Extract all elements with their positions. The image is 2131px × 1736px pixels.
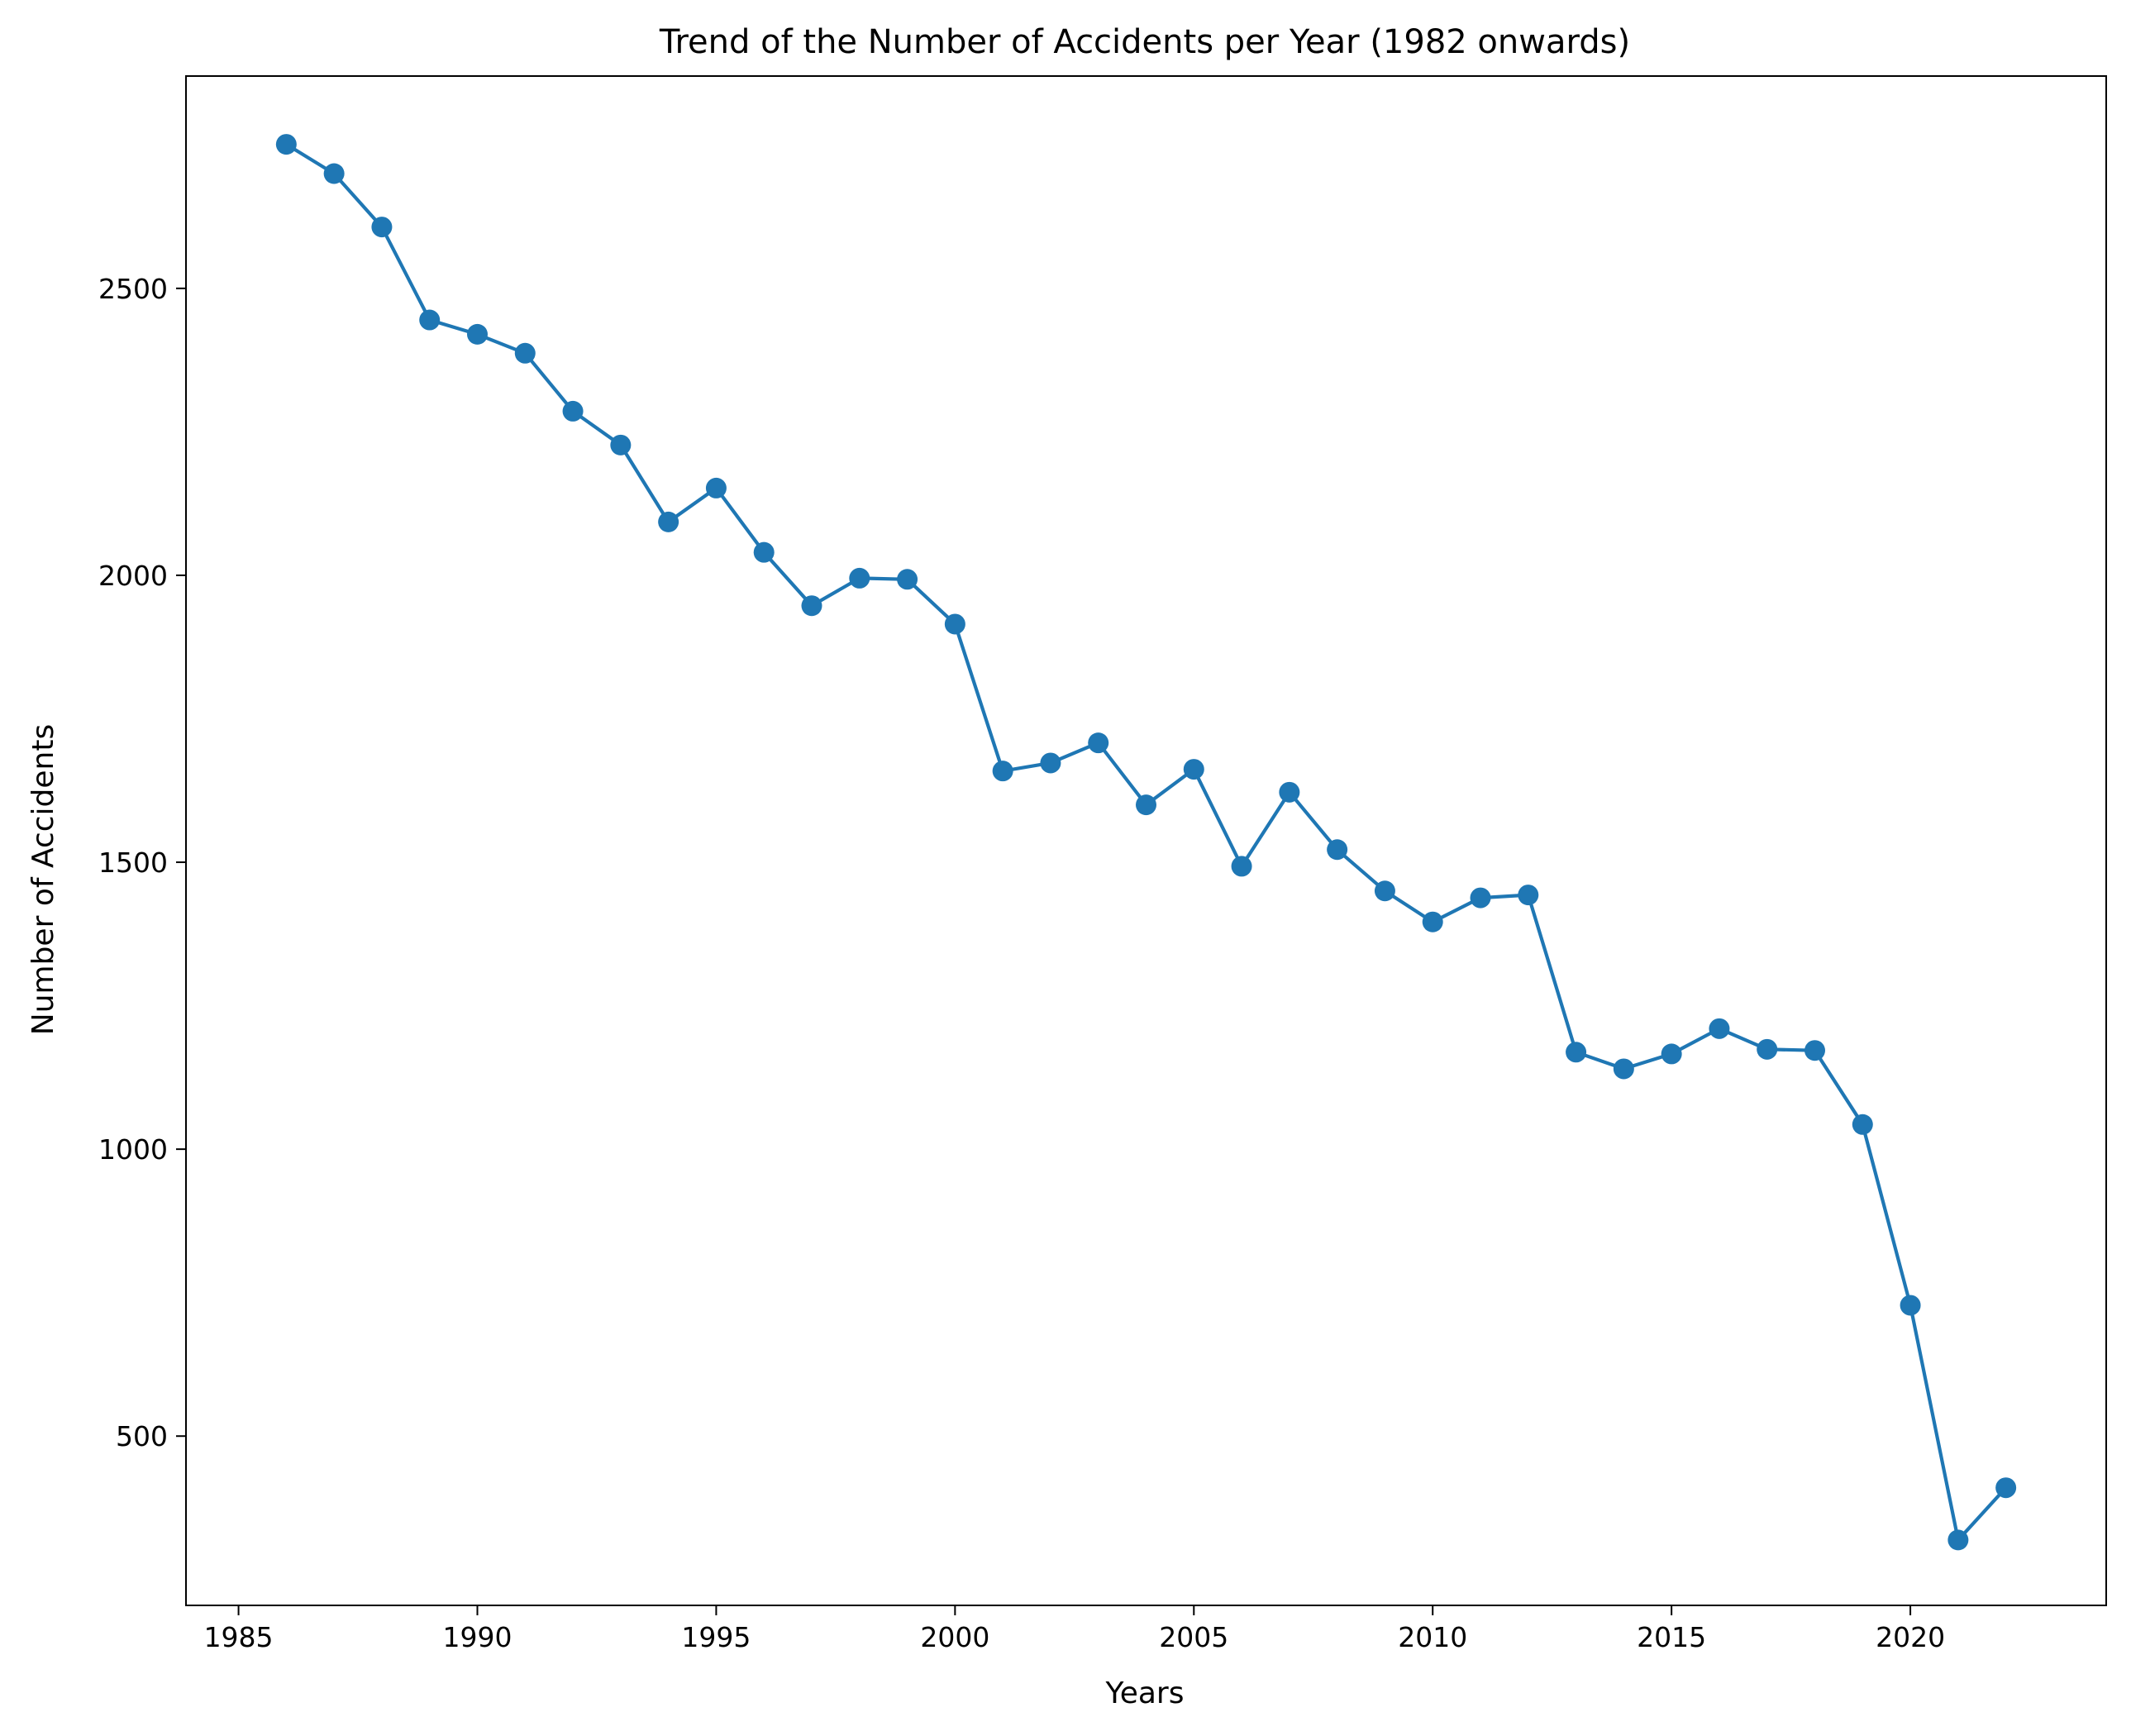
- data-point: [992, 761, 1013, 782]
- data-point: [1995, 1477, 2017, 1499]
- data-point: [275, 134, 297, 155]
- x-tick-label: 1990: [443, 1621, 512, 1653]
- data-point: [1183, 759, 1204, 780]
- x-tick-label: 2010: [1398, 1621, 1467, 1653]
- data-point: [1422, 911, 1443, 932]
- data-point: [1613, 1058, 1634, 1080]
- y-tick-label: 2500: [98, 273, 168, 305]
- data-point: [801, 595, 822, 617]
- data-point: [1136, 794, 1156, 816]
- data-point: [1900, 1295, 1921, 1316]
- x-tick-label: 2020: [1876, 1621, 1945, 1653]
- plot-frame: [185, 75, 2107, 1606]
- data-point: [753, 541, 775, 563]
- data-point: [1947, 1529, 1969, 1551]
- plot-area: 1985 1990 1995 2000 2005 2010 2015 2020 500 1000 1…: [98, 75, 2107, 1653]
- data-point: [610, 434, 632, 455]
- data-point: [1757, 1038, 1778, 1060]
- data-point: [1279, 781, 1300, 803]
- data-point: [1566, 1042, 1587, 1063]
- y-tick-label: 1500: [98, 847, 168, 879]
- y-tick-label: 1000: [98, 1133, 168, 1166]
- x-tick-label: 2005: [1159, 1621, 1228, 1653]
- x-tick-label: 2000: [920, 1621, 989, 1653]
- data-point: [1470, 887, 1491, 909]
- x-axis-label: Years: [1105, 1676, 1185, 1710]
- data-point: [1852, 1114, 1873, 1135]
- data-point: [944, 613, 965, 635]
- data-point: [705, 477, 727, 498]
- data-point: [1374, 880, 1395, 902]
- y-axis-label: Number of Accidents: [26, 724, 60, 1035]
- data-point: [658, 511, 679, 532]
- data-point: [1088, 732, 1109, 754]
- data-point: [419, 309, 441, 331]
- data-point: [1518, 885, 1539, 906]
- data-point: [1327, 839, 1348, 861]
- x-tick-label: 1985: [204, 1621, 274, 1653]
- data-point: [1804, 1040, 1826, 1061]
- data-point: [466, 323, 488, 345]
- data-point: [1709, 1018, 1730, 1039]
- data-point: [323, 163, 345, 184]
- data-point: [897, 569, 918, 590]
- y-tick-label: 500: [116, 1420, 168, 1452]
- y-tick-label: 2000: [98, 560, 168, 592]
- x-tick-label: 1995: [681, 1621, 751, 1653]
- data-point: [514, 342, 536, 364]
- data-point: [562, 400, 584, 422]
- data-point: [849, 567, 870, 589]
- x-tick-label: 2015: [1637, 1621, 1706, 1653]
- data-point: [371, 217, 393, 238]
- data-point: [1040, 752, 1061, 774]
- data-point: [1661, 1043, 1682, 1065]
- chart-title: Trend of the Number of Accidents per Yea…: [659, 23, 1630, 61]
- data-point: [1231, 856, 1252, 877]
